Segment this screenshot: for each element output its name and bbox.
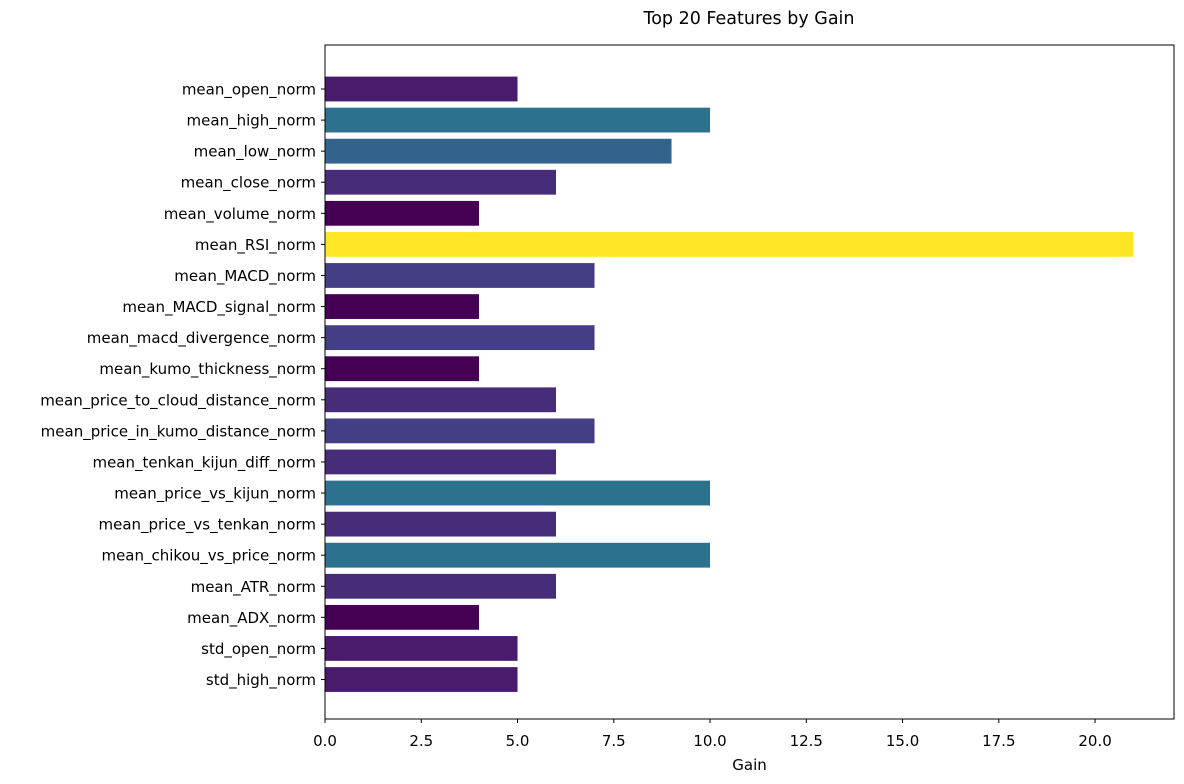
bar-mean-high-norm	[325, 107, 711, 133]
y-tick-label: mean_volume_norm	[164, 205, 316, 224]
x-tick-label: 5.0	[506, 732, 530, 750]
y-tick-label: mean_low_norm	[194, 143, 316, 162]
y-tick-label: mean_price_to_cloud_distance_norm	[40, 391, 316, 410]
bars-group	[325, 76, 1134, 692]
bar-mean-close-norm	[325, 169, 557, 195]
chart-title: Top 20 Features by Gain	[643, 9, 855, 29]
y-axis-ticks: mean_open_norm mean_high_norm mean_low_nor…	[40, 81, 325, 690]
bar-mean-price-in-kumo-distance-norm	[325, 418, 595, 444]
bar-mean-chikou-vs-price-norm	[325, 542, 711, 568]
x-axis-ticks: 0.0 2.5 5.0 7.5 10.0 12.5 15.0 17.5 20.0	[313, 719, 1112, 750]
y-tick-label: mean_RSI_norm	[195, 236, 316, 255]
y-tick-label: mean_close_norm	[181, 174, 316, 193]
bar-mean-price-vs-kijun-norm	[325, 480, 711, 506]
x-tick-label: 0.0	[313, 732, 337, 750]
y-tick-label: mean_MACD_norm	[174, 267, 316, 286]
y-tick-label: mean_tenkan_kijun_diff_norm	[92, 453, 316, 472]
bar-std-open-norm	[325, 636, 518, 661]
y-tick-label: std_high_norm	[206, 671, 316, 690]
bar-mean-open-norm	[325, 76, 518, 102]
x-tick-label: 7.5	[602, 732, 626, 750]
bar-mean-price-to-cloud-distance-norm	[325, 387, 557, 413]
bar-mean-price-vs-tenkan-norm	[325, 511, 557, 537]
x-tick-label: 20.0	[1078, 732, 1111, 750]
bar-mean-low-norm	[325, 138, 672, 164]
y-tick-label: mean_ATR_norm	[191, 578, 316, 597]
y-tick-label: mean_MACD_signal_norm	[122, 298, 316, 317]
y-tick-label: mean_price_vs_kijun_norm	[114, 485, 316, 504]
x-tick-label: 15.0	[886, 732, 919, 750]
y-tick-label: mean_high_norm	[187, 112, 316, 131]
bar-mean-macd-signal-norm	[325, 294, 480, 319]
y-tick-label: mean_price_in_kumo_distance_norm	[41, 422, 316, 441]
y-tick-label: std_open_norm	[201, 640, 316, 659]
y-tick-label: mean_macd_divergence_norm	[87, 329, 316, 348]
x-tick-label: 2.5	[409, 732, 433, 750]
plot-frame	[324, 44, 1175, 720]
x-axis-label: Gain	[732, 756, 767, 774]
y-tick-label: mean_price_vs_tenkan_norm	[99, 516, 317, 535]
y-tick-label: mean_open_norm	[182, 81, 316, 100]
y-tick-label: mean_chikou_vs_price_norm	[101, 547, 316, 566]
bar-mean-rsi-norm	[325, 232, 1134, 257]
bar-mean-kumo-thickness-norm	[325, 356, 480, 382]
bar-mean-macd-norm	[325, 263, 595, 288]
bar-mean-adx-norm	[325, 604, 480, 630]
x-tick-label: 12.5	[790, 732, 823, 750]
y-tick-label: mean_kumo_thickness_norm	[99, 360, 316, 379]
bar-std-high-norm	[325, 667, 518, 692]
bar-mean-tenkan-kijun-diff-norm	[325, 449, 557, 475]
y-tick-label: mean_ADX_norm	[187, 609, 316, 628]
bar-mean-volume-norm	[325, 200, 480, 226]
bar-mean-macd-divergence-norm	[325, 325, 595, 351]
bar-mean-atr-norm	[325, 573, 557, 599]
x-tick-label: 17.5	[982, 732, 1015, 750]
x-tick-label: 10.0	[693, 732, 726, 750]
